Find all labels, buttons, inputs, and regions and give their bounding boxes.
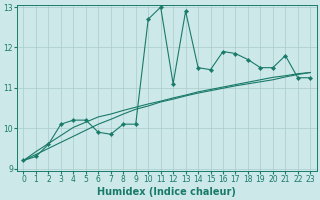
X-axis label: Humidex (Indice chaleur): Humidex (Indice chaleur) <box>98 187 236 197</box>
